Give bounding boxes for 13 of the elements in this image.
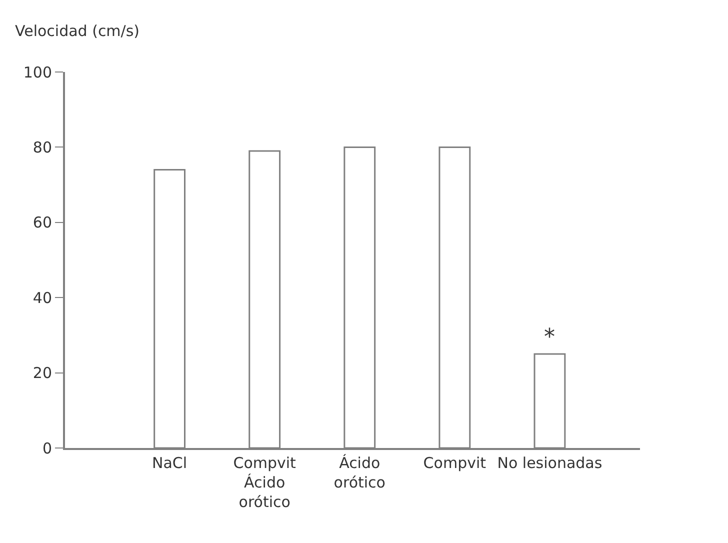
y-tick-label: 60 — [32, 214, 52, 232]
x-tick-label: No lesionadas — [497, 454, 602, 472]
annotation: * — [544, 325, 555, 350]
x-tick-label: Compvit Ácido orótico — [233, 454, 296, 511]
x-tick-label: Ácido orótico — [334, 454, 386, 492]
y-tick-label: 80 — [32, 138, 52, 156]
y-tick-label: 20 — [32, 364, 52, 382]
y-tick-label: 40 — [32, 288, 52, 307]
y-tick-label: 0 — [42, 439, 52, 458]
y-axis-title: Velocidad (cm/s) — [15, 22, 140, 40]
x-tick-label: NaCl — [152, 454, 188, 472]
y-tick-label: 100 — [23, 63, 52, 82]
x-tick-label: Compvit — [423, 454, 486, 472]
